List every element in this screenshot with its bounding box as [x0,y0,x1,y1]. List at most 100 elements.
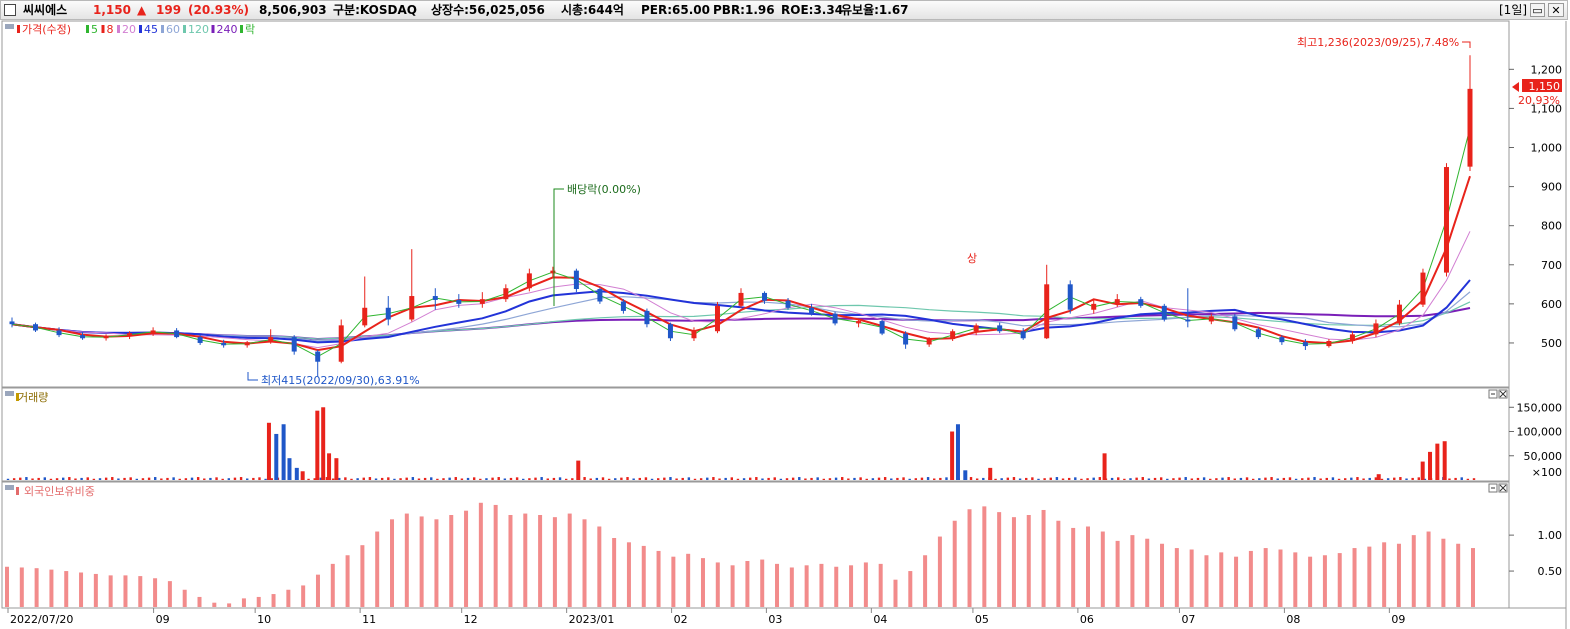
candle-body [856,321,862,324]
stock-info-bar: 씨씨에스 1,150 ▲ 199 (20.93%) 8,506,903 구분:K… [0,0,1568,20]
legend-swatch [183,25,186,33]
candle-body [691,331,697,339]
volume-bar [411,477,415,480]
legend-swatch [117,25,120,33]
foreign-ownership-bar [153,578,158,607]
volume-bar [203,478,206,480]
foreign-ownership-bar [315,574,320,607]
foreign-ownership-bar [93,573,98,607]
volume-bar [791,477,795,480]
candle-body [714,305,720,332]
volume-bar [405,477,408,480]
volume-bar [1172,478,1175,480]
volume-bar [1129,478,1132,480]
foreign-ownership-bar [923,555,928,607]
foreign-ownership-bar [271,594,276,607]
volume-bar [374,478,378,480]
price-axis-label: 700 [1541,259,1562,272]
last-price-label: 1,150 [1529,80,1561,93]
legend-swatch [211,25,215,33]
volume-bar [614,478,617,480]
volume-bar [356,478,359,480]
date-axis-label: 11 [362,613,376,626]
volume-bar [1074,477,1077,480]
dividend-annotation: 배당락(0.00%) [567,183,641,196]
volume-bar [945,477,948,480]
volume-axis-label: 150,000 [1517,401,1563,414]
foreign-ownership-bar [1204,555,1209,607]
volume-bar [534,477,537,480]
select-checkbox[interactable] [4,4,16,16]
foreign-ownership-bar [523,513,528,607]
candle-body [1020,331,1026,339]
volume-bar [718,478,721,480]
volume-spike-bar [1420,461,1425,480]
candle-body [597,289,603,302]
foreign-ownership-bar [64,571,69,607]
volume-bar [926,477,930,480]
volume-spike-bar [274,433,279,480]
volume-bar [1049,477,1052,480]
foreign-axis-label: 1.00 [1538,529,1563,542]
volume-bar [1159,477,1163,480]
foreign-ownership-bar [1160,543,1165,607]
volume-bar [675,478,678,480]
volume-spike-bar [988,467,993,480]
volume-bar [1061,478,1065,480]
volume-axis-label: 50,000 [1524,450,1563,463]
foreign-ownership-bar [893,579,898,607]
foreign-ownership-bar [167,581,172,607]
date-axis-label: 04 [873,613,887,626]
foreign-ownership-bar [597,526,602,607]
volume-bar [1307,477,1310,480]
candle-body [33,324,39,331]
legend-item: 45 [144,23,158,36]
restore-icon[interactable]: ▭ [1530,3,1545,17]
candle-body [479,299,485,304]
panel-minimize-icon[interactable] [1488,389,1498,399]
volume-bar [1466,478,1470,480]
volume-bar [1374,477,1378,480]
volume-spike-bar [950,431,955,480]
volume-bar [681,477,684,480]
listed-shares: 상장수:56,025,056 [431,3,545,17]
volume-bar [258,477,261,480]
volume-bar [1288,477,1292,480]
foreign-ownership-bar [123,575,128,607]
foreign-ownership-bar [1456,543,1461,607]
stock-name: 씨씨에스 [23,3,68,17]
close-icon[interactable]: ✕ [1548,3,1564,17]
panel-close-icon[interactable] [1498,389,1508,399]
volume-bar [1411,477,1414,480]
panel-minimize-icon[interactable] [1488,483,1498,493]
candle-body [1067,284,1073,310]
volume-bar [933,478,936,480]
volume-bar [914,478,918,480]
foreign-ownership-bar [79,572,84,607]
panel-menu-icon[interactable] [5,391,14,396]
legend-item: 120 [188,23,209,36]
volume-bar [86,477,89,480]
volume-bar [1460,477,1463,480]
volume-bar [172,477,175,480]
candle-body [80,335,86,339]
panel-close-icon[interactable] [1498,483,1508,493]
foreign-panel [1,481,1510,609]
candle-body [150,330,156,334]
candle-body [1279,337,1285,343]
period-selector[interactable]: [1일] [1499,3,1528,17]
panel-menu-icon[interactable] [5,485,14,490]
candle-body [409,296,415,320]
foreign-ownership-bar [582,519,587,607]
volume-bar [939,477,942,480]
candle-body [268,337,274,343]
volume-bar [847,478,850,480]
volume-bar [1031,477,1034,480]
volume-bar [19,477,22,480]
legend-swatch [86,25,89,33]
volume-bar [804,478,807,480]
panel-menu-icon[interactable] [5,24,14,29]
volume-bar [859,477,862,480]
volume-bar [491,477,494,480]
volume-bar [1202,477,1206,480]
